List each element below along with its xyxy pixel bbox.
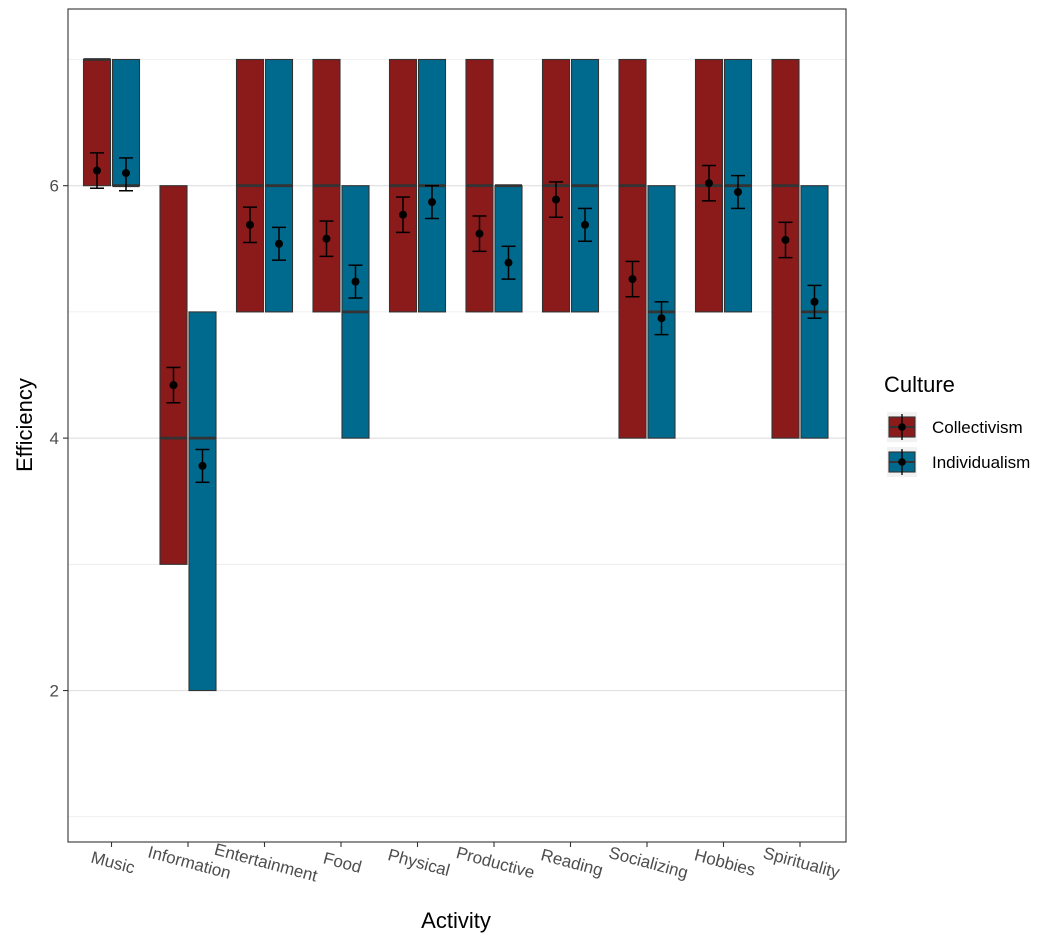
mean-point: [93, 166, 101, 175]
mean-point: [705, 179, 713, 188]
legend-item-individualism: Individualism: [887, 447, 1030, 477]
mean-point: [351, 277, 360, 286]
legend-key-point: [898, 458, 906, 466]
box-collectivism-food: [312, 58, 341, 313]
mean-ci-collectivism-information: [166, 366, 181, 404]
mean-ci-collectivism-productive: [472, 215, 487, 253]
mean-point: [734, 188, 742, 197]
mean-ci-individualism-entertainment: [272, 226, 286, 261]
mean-ci-collectivism-music: [90, 152, 104, 189]
mean-ci-individualism-productive: [501, 245, 516, 280]
legend-label: Collectivism: [932, 418, 1023, 437]
y-tick-label: 4: [50, 429, 59, 448]
box-layer: [82, 58, 829, 692]
mean-ci-individualism-spirituality: [807, 284, 822, 319]
legend-item-collectivism: Collectivism: [887, 412, 1023, 442]
mean-point: [552, 195, 560, 204]
mean-point: [475, 229, 484, 238]
mean-point: [628, 275, 637, 284]
box-rect: [188, 311, 217, 692]
x-tick-label: Physical: [386, 845, 452, 880]
y-tick-label: 6: [50, 177, 59, 196]
legend-title: Culture: [884, 372, 955, 397]
box-individualism-reading: [570, 58, 600, 313]
mean-point: [428, 198, 436, 207]
legend: Culture Collectivism Individualism: [884, 372, 1030, 477]
x-tick-label: Food: [321, 848, 363, 876]
panel-border: [67, 8, 847, 843]
mean-layer: [90, 152, 822, 484]
mean-ci-collectivism-entertainment: [243, 206, 257, 244]
x-tick-label: Hobbies: [692, 845, 757, 879]
mean-point: [810, 297, 819, 306]
box-individualism-food: [341, 185, 370, 439]
mean-point: [246, 220, 254, 229]
box-collectivism-productive: [465, 58, 494, 313]
x-axis-title: Activity: [421, 908, 491, 933]
legend-items: Collectivism Individualism: [887, 412, 1030, 477]
mean-ci-individualism-food: [348, 264, 363, 299]
mean-point: [504, 258, 513, 267]
mean-point: [581, 220, 589, 229]
legend-label: Individualism: [932, 453, 1030, 472]
mean-point: [275, 239, 283, 248]
x-tick-label: Productive: [454, 843, 537, 882]
box-individualism-information: [188, 311, 217, 692]
mean-ci-collectivism-reading: [549, 181, 563, 218]
mean-ci-collectivism-socializing: [625, 260, 640, 298]
x-tick-label: Spirituality: [761, 843, 842, 882]
mean-point: [322, 234, 331, 243]
x-tick-label: Socializing: [607, 843, 690, 882]
mean-point: [169, 381, 178, 390]
box-individualism-entertainment: [264, 58, 294, 313]
mean-ci-individualism-physical: [425, 184, 439, 220]
mean-point: [657, 314, 666, 323]
box-collectivism-socializing: [618, 58, 647, 439]
mean-ci-collectivism-spirituality: [778, 221, 793, 259]
mean-ci-individualism-hobbies: [731, 174, 745, 210]
mean-ci-collectivism-hobbies: [702, 164, 716, 202]
y-axis-title: Efficiency: [12, 378, 37, 472]
mean-ci-collectivism-food: [319, 220, 334, 258]
mean-ci-individualism-music: [119, 157, 133, 192]
y-tick-label: 2: [50, 682, 59, 701]
x-tick-label: Music: [89, 848, 137, 878]
box-rect: [618, 58, 647, 439]
mean-point: [198, 461, 207, 470]
mean-point: [399, 210, 407, 219]
legend-key-point: [898, 423, 906, 431]
mean-ci-collectivism-physical: [396, 196, 410, 234]
mean-point: [122, 169, 130, 178]
x-tick-label: Reading: [539, 845, 605, 880]
mean-ci-individualism-reading: [578, 207, 592, 242]
mean-ci-individualism-socializing: [654, 301, 669, 336]
box-collectivism-entertainment: [235, 58, 265, 313]
mean-ci-individualism-information: [195, 448, 210, 484]
box-collectivism-physical: [388, 58, 418, 313]
mean-point: [781, 235, 790, 244]
